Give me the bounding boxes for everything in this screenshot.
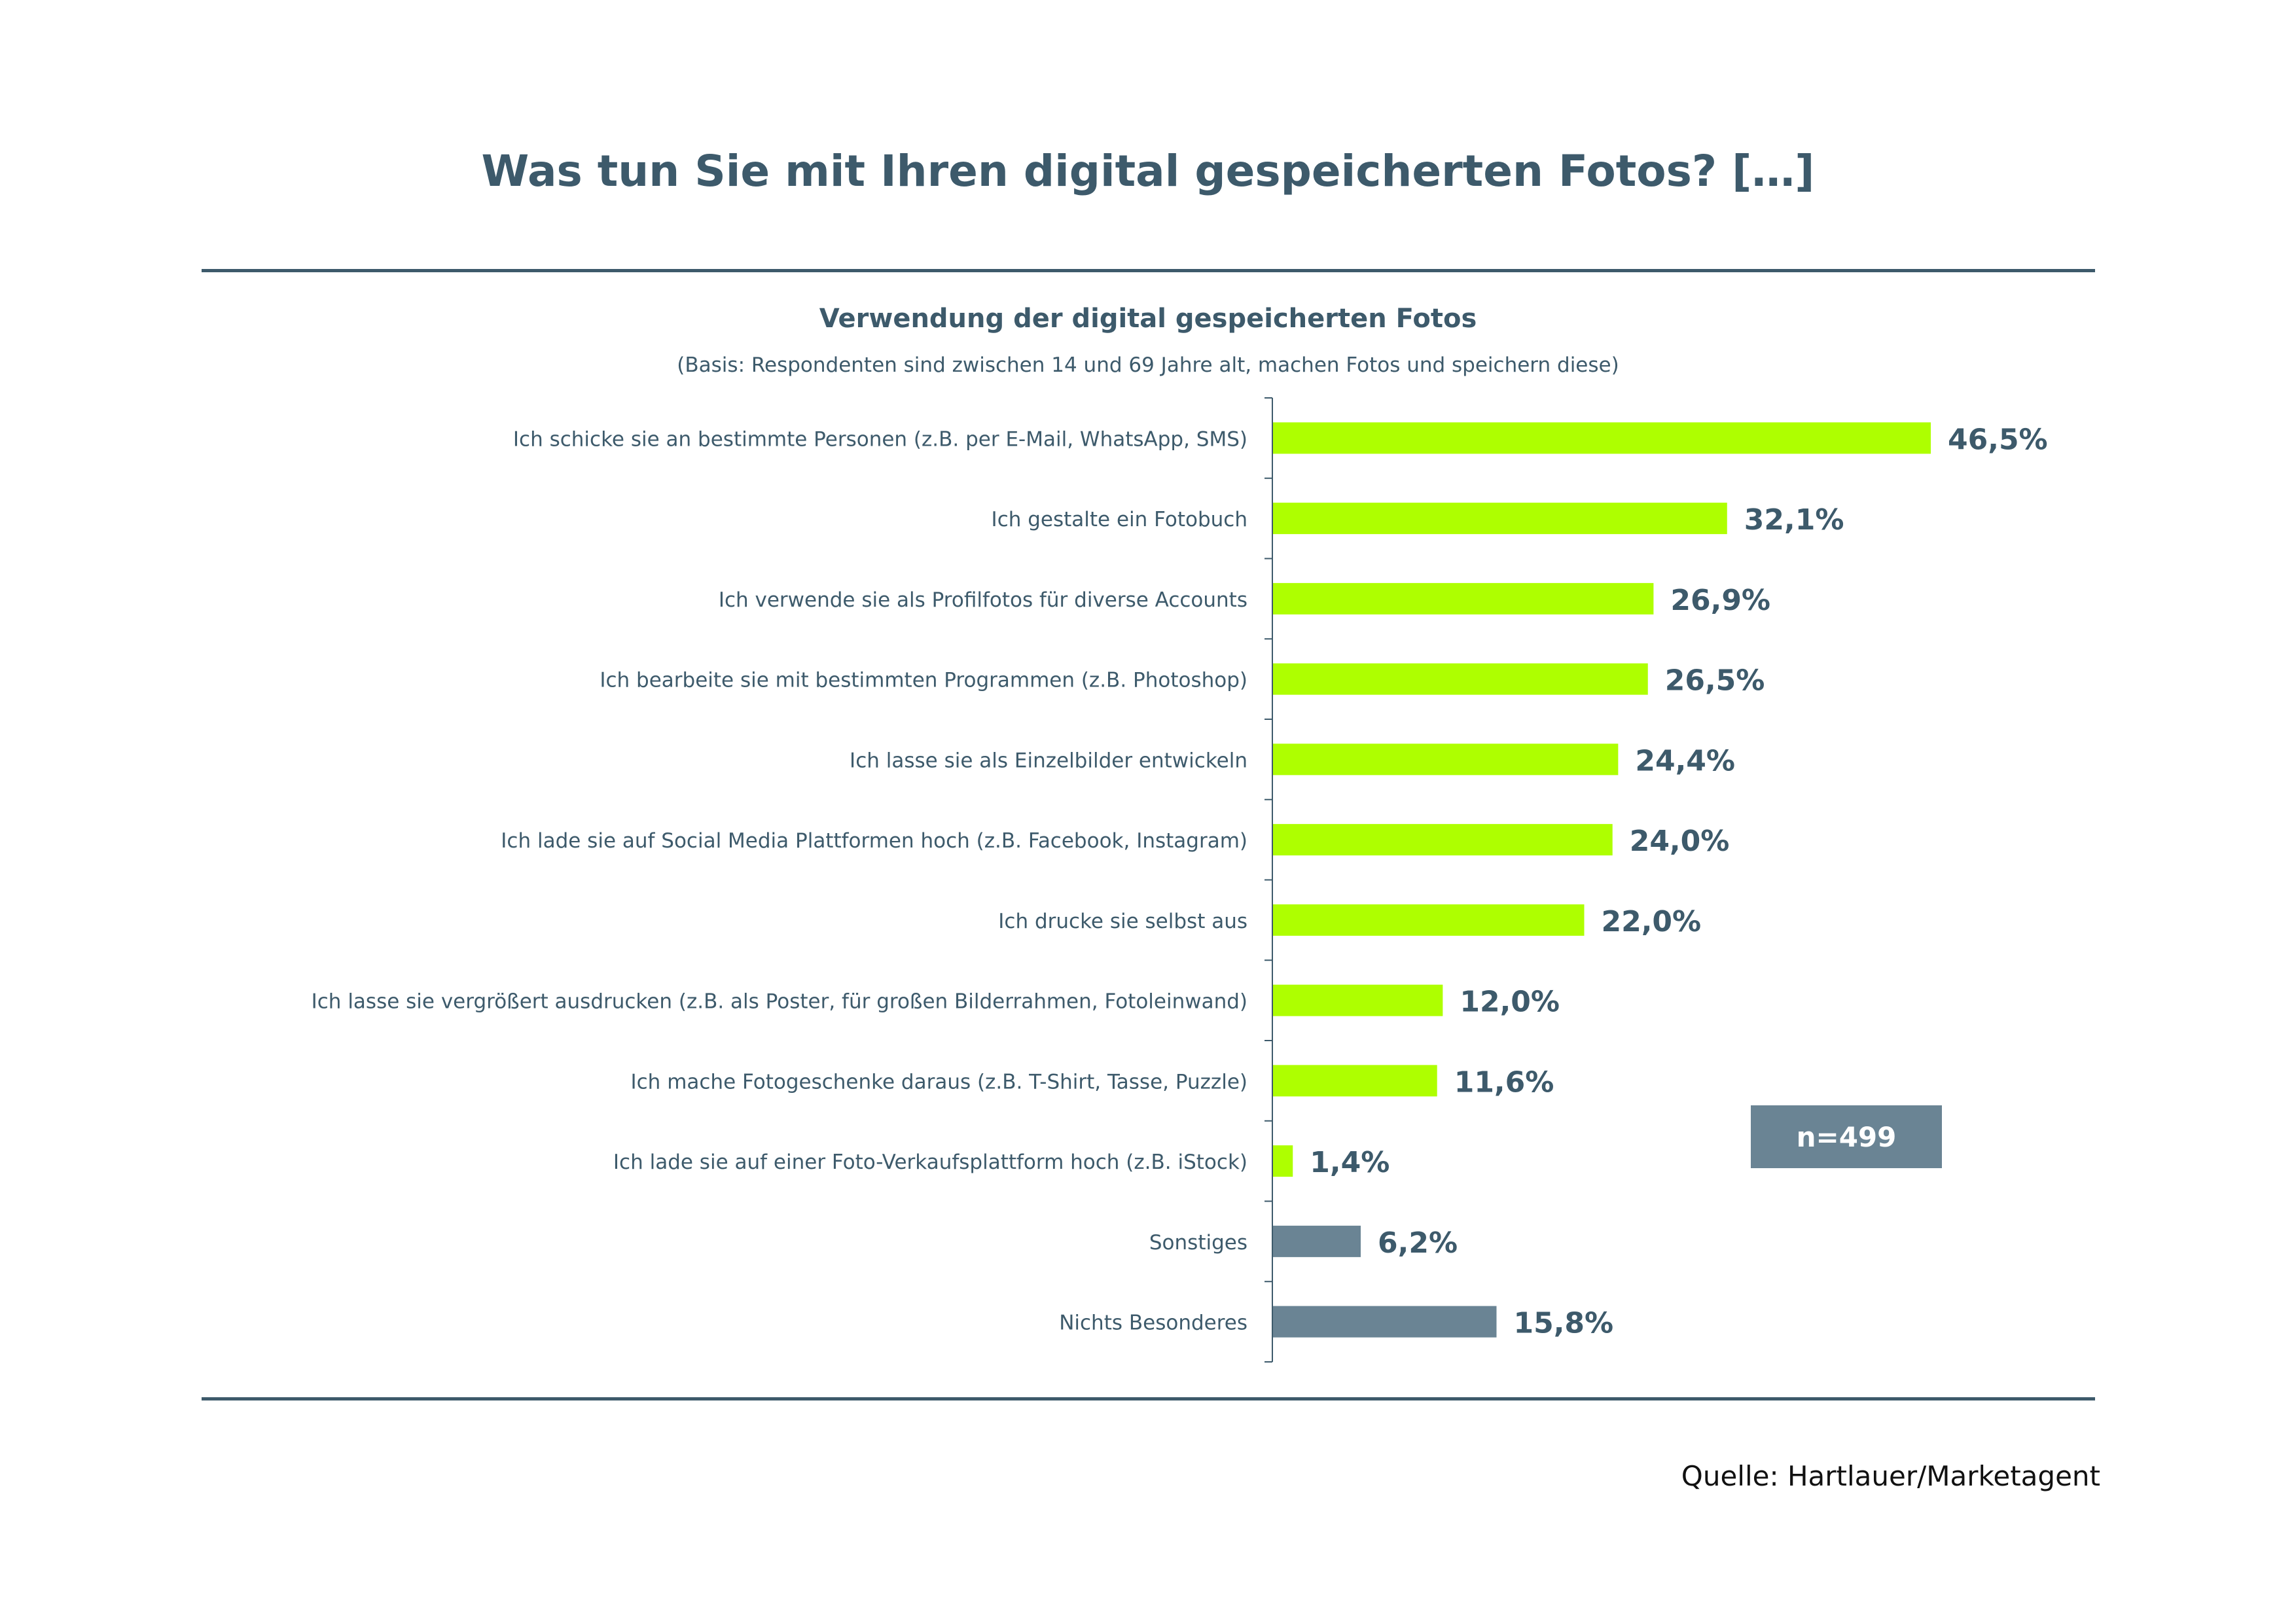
sample-size-badge: n=499 bbox=[1751, 1105, 1942, 1168]
value-label: 1,4% bbox=[1310, 1146, 1390, 1179]
category-label: Ich verwende sie als Profilfotos für div… bbox=[719, 588, 1247, 612]
value-label: 24,4% bbox=[1635, 744, 1735, 777]
value-label: 26,5% bbox=[1665, 664, 1765, 698]
category-label: Ich gestalte ein Fotobuch bbox=[992, 508, 1247, 531]
bar bbox=[1273, 743, 1619, 776]
top-divider bbox=[202, 269, 2095, 272]
value-label: 22,0% bbox=[1601, 905, 1701, 938]
bar bbox=[1273, 1306, 1497, 1338]
bar bbox=[1273, 503, 1727, 535]
value-label: 11,6% bbox=[1454, 1065, 1554, 1099]
bar bbox=[1273, 422, 1931, 454]
value-label: 32,1% bbox=[1744, 503, 1844, 537]
category-label: Nichts Besonderes bbox=[1059, 1311, 1247, 1335]
value-label: 6,2% bbox=[1378, 1226, 1458, 1260]
y-axis bbox=[1265, 397, 1273, 1363]
bars bbox=[1273, 422, 1931, 1338]
value-label: 12,0% bbox=[1460, 986, 1560, 1019]
bar bbox=[1273, 1065, 1437, 1097]
chart-subtitle-basis: (Basis: Respondenten sind zwischen 14 un… bbox=[677, 353, 1619, 377]
bar bbox=[1273, 824, 1613, 856]
bar bbox=[1273, 582, 1654, 615]
bar bbox=[1273, 1225, 1361, 1257]
value-label: 15,8% bbox=[1513, 1307, 1613, 1340]
bar bbox=[1273, 904, 1585, 936]
category-labels: Ich schicke sie an bestimmte Personen (z… bbox=[312, 427, 1247, 1334]
source-note: Quelle: Hartlauer/Marketagent bbox=[1681, 1460, 2100, 1492]
category-label: Ich mache Fotogeschenke daraus (z.B. T-S… bbox=[631, 1070, 1248, 1094]
category-label: Sonstiges bbox=[1149, 1231, 1247, 1255]
bar bbox=[1273, 984, 1443, 1016]
category-label: Ich drucke sie selbst aus bbox=[998, 910, 1247, 933]
category-label: Ich lade sie auf Social Media Plattforme… bbox=[501, 829, 1247, 853]
category-label: Ich schicke sie an bestimmte Personen (z… bbox=[513, 427, 1247, 451]
bar bbox=[1273, 663, 1648, 695]
value-label: 46,5% bbox=[1948, 423, 2048, 456]
value-label: 24,0% bbox=[1630, 825, 1730, 858]
value-labels: 46,5% 32,1% 26,9% 26,5% 24,4% 24,0% 22,0% 12,0%… bbox=[1310, 423, 2047, 1340]
category-label: Ich lasse sie vergrößert ausdrucken (z.B… bbox=[312, 990, 1247, 1014]
value-label: 26,9% bbox=[1670, 584, 1770, 617]
category-label: Ich lasse sie als Einzelbilder entwickel… bbox=[850, 749, 1247, 772]
sample-size-text: n=499 bbox=[1796, 1120, 1897, 1153]
bar bbox=[1273, 1145, 1293, 1177]
chart-title: Verwendung der digital gespeicherten Fot… bbox=[819, 304, 1477, 334]
category-label: Ich bearbeite sie mit bestimmten Program… bbox=[600, 669, 1247, 692]
bottom-divider bbox=[202, 1397, 2095, 1400]
category-label: Ich lade sie auf einer Foto-Verkaufsplat… bbox=[613, 1150, 1247, 1174]
main-title: Was tun Sie mit Ihren digital gespeicher… bbox=[481, 146, 1815, 196]
